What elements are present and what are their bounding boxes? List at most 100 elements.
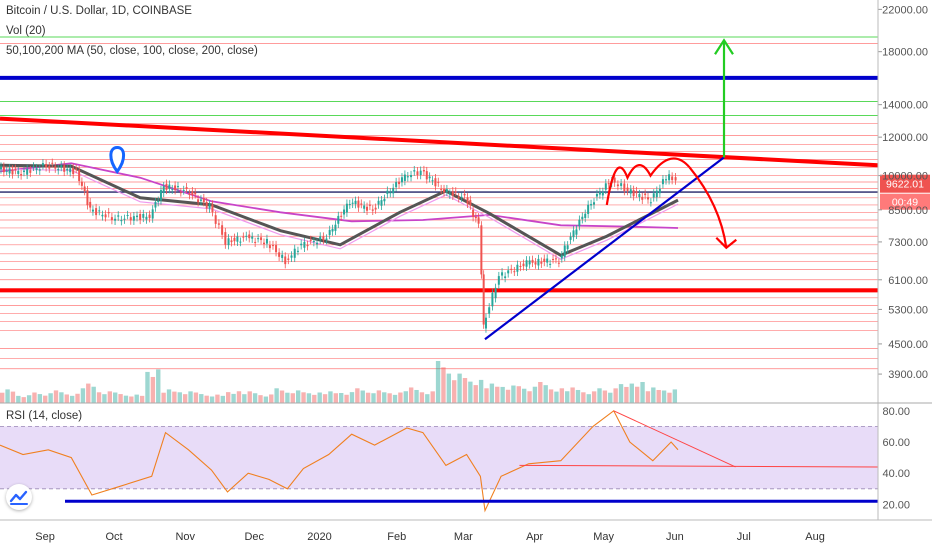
volume-bar — [565, 391, 570, 403]
candle-body — [208, 204, 211, 209]
candle-body — [319, 236, 322, 240]
candle-body — [89, 201, 92, 208]
candle-body — [472, 209, 475, 218]
volume-bar — [102, 394, 107, 403]
volume-bar — [521, 388, 527, 403]
volume-bars — [0, 361, 678, 403]
volume-bar — [452, 380, 457, 403]
candle-body — [221, 225, 224, 235]
tradingview-logo-icon[interactable] — [6, 484, 32, 510]
candle-body — [293, 248, 296, 258]
candle-body — [268, 245, 271, 249]
candle-body — [665, 179, 668, 181]
volume-bar — [478, 379, 484, 403]
rsi-line — [0, 409, 679, 513]
candle-body — [132, 216, 135, 221]
candle-body — [11, 169, 14, 175]
volume-bar — [26, 395, 32, 403]
y-tick-label: 6100.00 — [888, 275, 928, 287]
rsi-pane — [0, 409, 879, 513]
candle-body — [340, 215, 343, 217]
volume-bar — [328, 391, 333, 403]
volume-bar — [462, 378, 468, 403]
candle-body — [148, 214, 151, 219]
candle-body — [549, 263, 552, 265]
volume-bar — [48, 393, 53, 403]
volume-bar — [398, 392, 403, 403]
candle-body — [531, 259, 534, 263]
x-tick-label: Oct — [105, 531, 122, 543]
candle-body — [95, 208, 98, 216]
volume-bar — [645, 391, 651, 403]
candle-body — [168, 184, 171, 190]
volume-bar — [591, 391, 597, 403]
volume-legend[interactable]: Vol (20) — [6, 25, 46, 37]
rsi-legend[interactable]: RSI (14, close) — [6, 410, 83, 422]
volume-bar — [10, 391, 16, 403]
volume-bar — [382, 392, 387, 403]
red-down-arrow — [688, 166, 728, 248]
candle-body — [32, 166, 35, 168]
candle-body — [371, 209, 374, 211]
candle-body — [351, 202, 354, 204]
candle-body — [8, 168, 11, 174]
candle-body — [419, 170, 422, 176]
x-tick-label: 2020 — [307, 531, 331, 543]
candle-body — [484, 317, 487, 329]
candle-body — [22, 170, 25, 172]
volume-bar — [317, 392, 322, 403]
candle-body — [303, 241, 306, 248]
candle-body — [592, 202, 595, 205]
y-tick-label: 4500.00 — [888, 339, 928, 351]
volume-bar — [618, 384, 624, 403]
x-tick-label: Mar — [454, 531, 473, 543]
candle-body — [139, 214, 142, 220]
candle-body — [83, 186, 86, 192]
x-tick-label: Apr — [526, 531, 543, 543]
candle-body — [101, 214, 104, 217]
rsi-tick-label: 20.00 — [882, 499, 910, 511]
candle-body — [227, 238, 230, 246]
candle-body — [569, 236, 572, 240]
x-tick-label: Nov — [175, 531, 195, 543]
volume-bar — [575, 389, 581, 403]
candle-body — [554, 258, 557, 260]
candle-body — [491, 292, 494, 307]
map-marker-icon — [109, 145, 126, 174]
volume-bar — [602, 390, 608, 403]
volume-bar — [624, 386, 629, 403]
volume-bar — [16, 395, 21, 403]
last-price-label: 9622.01 — [886, 179, 924, 191]
rsi-descending-trendline — [613, 410, 736, 468]
candle-body — [400, 177, 403, 183]
candle-body — [398, 181, 401, 185]
candle-body — [107, 212, 110, 214]
volume-bar — [59, 392, 64, 403]
candle-body — [248, 234, 251, 239]
candle-body — [674, 177, 677, 181]
candle-body — [117, 215, 120, 217]
candle-body — [552, 259, 555, 261]
volume-bar — [182, 394, 188, 403]
candle-body — [575, 229, 578, 235]
candle-body — [389, 192, 392, 194]
volume-bar — [123, 395, 129, 403]
x-tick-label: Jul — [737, 531, 751, 543]
candle-body — [377, 200, 380, 205]
candle-body — [145, 216, 148, 220]
candle-body — [26, 168, 29, 175]
candle-body — [287, 258, 290, 260]
x-tick-label: Feb — [387, 531, 406, 543]
candle-body — [281, 254, 284, 258]
ma-legend[interactable]: 50,100,200 MA (50, close, 100, close, 20… — [6, 45, 258, 57]
candle-body — [510, 268, 513, 270]
candle-body — [271, 245, 274, 247]
candle-body — [403, 174, 406, 181]
y-tick-label: 14000.00 — [882, 100, 928, 112]
candle-body — [194, 192, 197, 195]
volume-bar — [371, 393, 376, 403]
candle-body — [217, 223, 220, 225]
candle-body — [469, 199, 472, 206]
symbol-legend[interactable]: Bitcoin / U.S. Dollar, 1D, COINBASE — [6, 5, 192, 17]
